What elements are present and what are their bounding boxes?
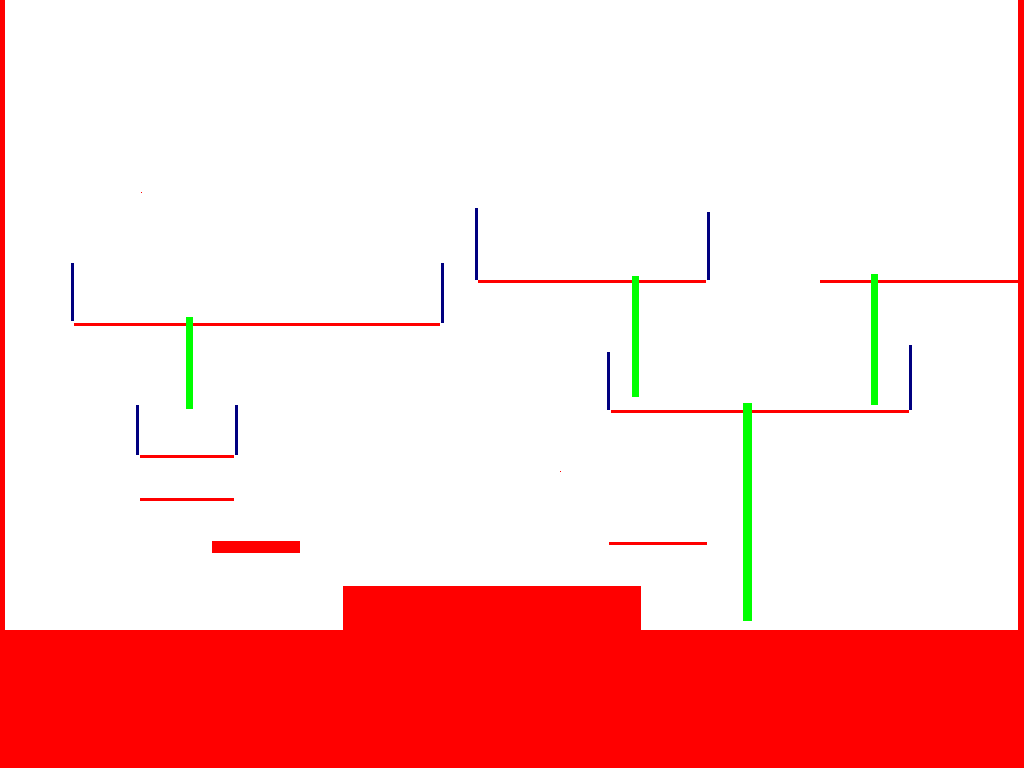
pillar	[743, 403, 752, 621]
pillar	[186, 317, 193, 409]
stray-dot	[141, 192, 142, 193]
ground	[0, 630, 1024, 768]
post	[707, 212, 710, 280]
post	[71, 263, 74, 321]
post	[441, 263, 444, 323]
platform	[611, 410, 909, 413]
stray-dot	[560, 471, 561, 472]
platform	[140, 455, 234, 458]
ground-raised-block	[343, 586, 641, 632]
post	[909, 345, 912, 410]
post	[235, 405, 238, 455]
left-wall	[0, 0, 5, 768]
platform	[820, 280, 1018, 283]
platform	[140, 498, 234, 501]
platform	[74, 323, 440, 326]
right-wall	[1018, 0, 1024, 768]
pillar	[632, 276, 639, 397]
pillar	[871, 274, 878, 405]
platform	[478, 280, 706, 283]
platform	[609, 542, 707, 545]
post	[136, 405, 139, 455]
post	[607, 352, 610, 410]
platform	[212, 541, 300, 553]
post	[475, 208, 478, 280]
